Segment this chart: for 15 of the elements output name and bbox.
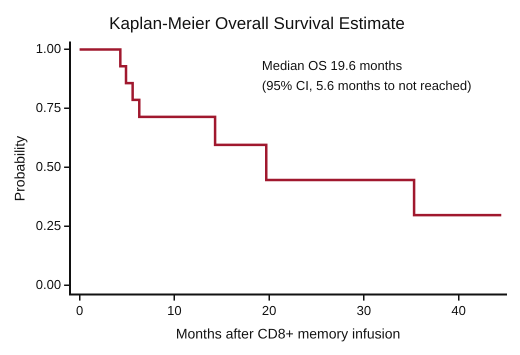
y-tick-label: 0.25 <box>36 218 62 233</box>
y-tick-label: 0.00 <box>36 276 62 292</box>
x-tick-label: 30 <box>356 302 372 318</box>
x-tick-label: 40 <box>451 302 466 318</box>
y-tick-label: 0.50 <box>36 158 62 174</box>
x-tick-label: 0 <box>76 302 84 318</box>
y-tick-label: 0.75 <box>36 100 62 115</box>
y-axis-title: Probability <box>11 136 28 202</box>
chart-title: Kaplan-Meier Overall Survival Estimate <box>109 14 405 33</box>
annotation: Median OS 19.6 months <box>262 58 403 73</box>
x-axis-title: Months after CD8+ memory infusion <box>176 325 400 342</box>
y-tick-label: 1.00 <box>36 41 62 56</box>
x-tick-label: 10 <box>167 302 182 318</box>
annotation: (95% CI, 5.6 months to not reached) <box>262 78 472 93</box>
x-tick-label: 20 <box>262 302 276 318</box>
